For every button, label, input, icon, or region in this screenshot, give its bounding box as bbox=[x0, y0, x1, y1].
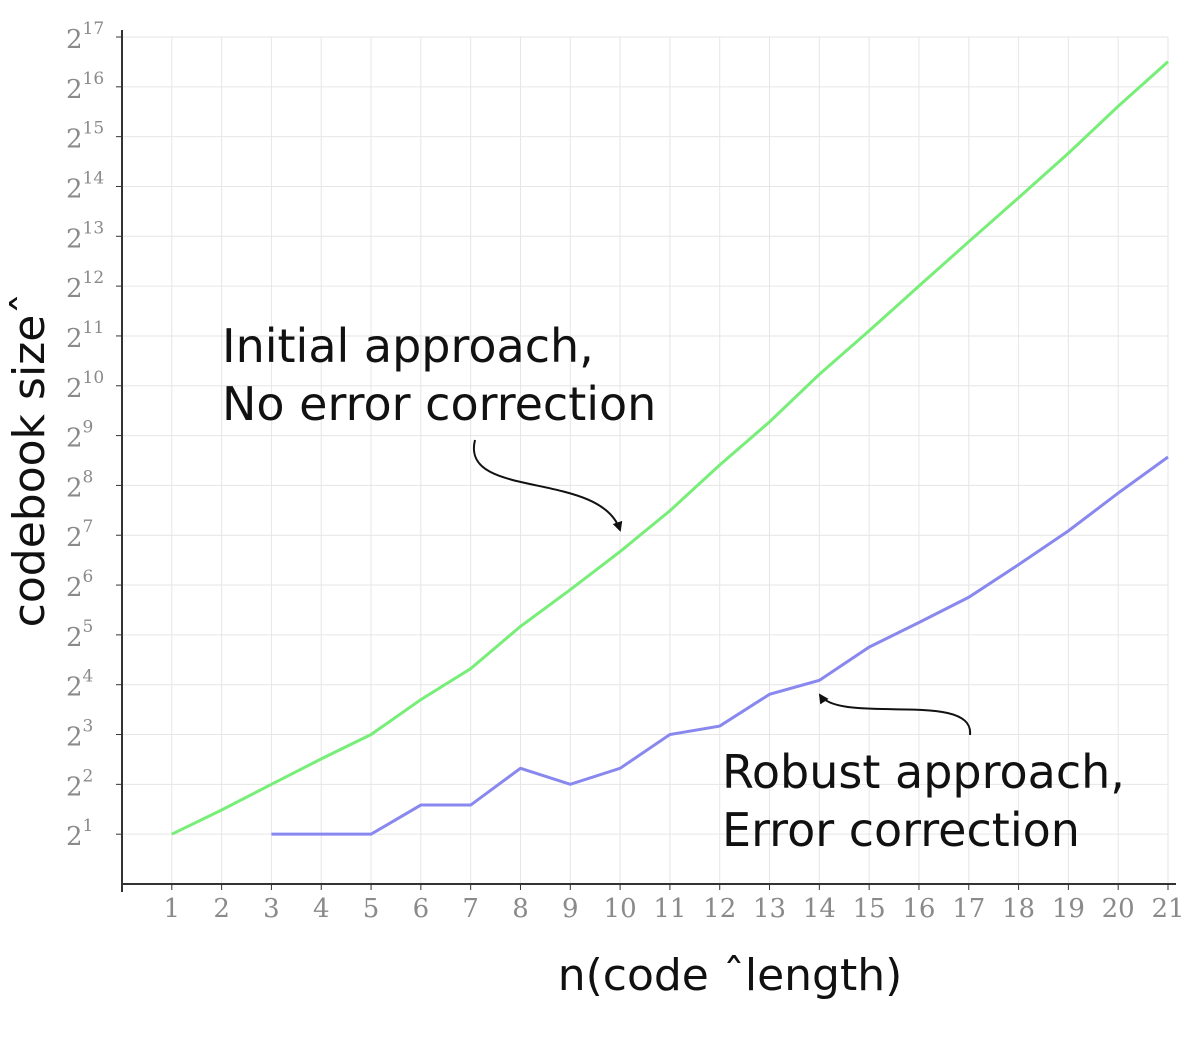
series-line bbox=[271, 455, 1169, 836]
ticks: 1 2 3 4 5 6 7 8 9 10 11 12 13 14 15 16 17 18 19 20 212122232… bbox=[66, 19, 1185, 925]
y-tick-base: 2 bbox=[66, 224, 83, 254]
y-tick-label: 215 bbox=[66, 118, 104, 155]
y-tick-label: 27 bbox=[66, 517, 93, 554]
y-axis-label: codebook sizeˆ bbox=[4, 293, 55, 628]
y-tick-base: 2 bbox=[66, 374, 83, 404]
y-tick-exponent: 10 bbox=[83, 367, 105, 387]
y-tick-exponent: 3 bbox=[83, 716, 94, 736]
series-line bbox=[171, 60, 1170, 836]
x-tick-label: 18 bbox=[1002, 894, 1035, 924]
x-tick-label: 12 bbox=[703, 894, 736, 924]
y-tick-label: 22 bbox=[66, 766, 93, 803]
y-tick-exponent: 13 bbox=[83, 218, 105, 238]
y-tick-exponent: 14 bbox=[83, 168, 105, 188]
x-tick-label: 2 bbox=[213, 894, 230, 924]
y-tick-label: 216 bbox=[66, 68, 104, 105]
y-tick-label: 29 bbox=[66, 417, 93, 454]
annotation-arrow bbox=[472, 439, 623, 532]
y-tick-base: 2 bbox=[66, 274, 83, 304]
x-tick-label: 6 bbox=[413, 894, 430, 924]
x-tick-label: 15 bbox=[853, 894, 886, 924]
x-tick-label: 13 bbox=[753, 894, 786, 924]
y-tick-base: 2 bbox=[66, 324, 83, 354]
grid bbox=[122, 36, 1169, 884]
y-tick-base: 2 bbox=[66, 573, 83, 603]
y-tick-exponent: 5 bbox=[83, 616, 94, 636]
y-tick-label: 217 bbox=[66, 19, 104, 56]
lines bbox=[171, 60, 1170, 836]
y-tick-label: 213 bbox=[66, 218, 104, 255]
y-tick-label: 21 bbox=[66, 816, 93, 853]
annotation: Error correction bbox=[722, 803, 1080, 857]
y-tick-base: 2 bbox=[66, 772, 83, 802]
y-tick-exponent: 4 bbox=[83, 666, 94, 686]
annotation: Robust approach, bbox=[722, 745, 1125, 799]
y-tick-label: 28 bbox=[66, 467, 93, 504]
y-tick-label: 23 bbox=[66, 716, 93, 753]
y-tick-label: 210 bbox=[66, 367, 104, 404]
y-tick-base: 2 bbox=[66, 25, 83, 55]
x-tick-label: 7 bbox=[462, 894, 479, 924]
y-tick-label: 24 bbox=[66, 666, 93, 703]
x-tick-label: 10 bbox=[604, 894, 637, 924]
x-tick-label: 19 bbox=[1052, 894, 1085, 924]
y-tick-exponent: 7 bbox=[83, 517, 94, 537]
x-axis-label: n(code ˆlength) bbox=[558, 950, 903, 1001]
y-tick-exponent: 16 bbox=[83, 68, 105, 88]
x-tick-label: 11 bbox=[653, 894, 686, 924]
x-tick-label: 17 bbox=[952, 894, 985, 924]
y-tick-base: 2 bbox=[66, 125, 83, 155]
y-tick-label: 25 bbox=[66, 616, 93, 653]
x-tick-label: 8 bbox=[512, 894, 529, 924]
annotation-arrow bbox=[818, 693, 972, 736]
y-tick-base: 2 bbox=[66, 673, 83, 703]
y-tick-base: 2 bbox=[66, 424, 83, 454]
x-tick-label: 20 bbox=[1102, 894, 1135, 924]
y-tick-label: 214 bbox=[66, 168, 104, 205]
y-tick-base: 2 bbox=[66, 822, 83, 852]
y-tick-exponent: 9 bbox=[83, 417, 94, 437]
y-tick-base: 2 bbox=[66, 723, 83, 753]
y-tick-base: 2 bbox=[66, 523, 83, 553]
annotation: Initial approach, bbox=[222, 319, 594, 373]
y-tick-exponent: 6 bbox=[83, 567, 94, 587]
x-tick-label: 4 bbox=[313, 894, 330, 924]
y-tick-exponent: 1 bbox=[83, 816, 94, 836]
x-tick-label: 21 bbox=[1151, 894, 1184, 924]
y-tick-exponent: 15 bbox=[83, 118, 105, 138]
y-tick-label: 211 bbox=[66, 317, 104, 354]
y-tick-exponent: 11 bbox=[83, 317, 105, 337]
y-tick-base: 2 bbox=[66, 473, 83, 503]
x-tick-label: 3 bbox=[263, 894, 280, 924]
x-tick-label: 5 bbox=[363, 894, 380, 924]
y-tick-label: 212 bbox=[66, 268, 104, 305]
x-tick-label: 9 bbox=[562, 894, 579, 924]
y-tick-base: 2 bbox=[66, 623, 83, 653]
x-tick-label: 1 bbox=[164, 894, 181, 924]
y-tick-base: 2 bbox=[66, 75, 83, 105]
y-tick-label: 26 bbox=[66, 567, 93, 604]
annotation: No error correction bbox=[222, 377, 656, 431]
y-tick-exponent: 2 bbox=[83, 766, 94, 786]
y-tick-exponent: 8 bbox=[83, 467, 94, 487]
y-tick-exponent: 17 bbox=[83, 19, 105, 39]
x-tick-label: 16 bbox=[902, 894, 935, 924]
y-tick-exponent: 12 bbox=[83, 268, 105, 288]
y-tick-base: 2 bbox=[66, 174, 83, 204]
x-tick-label: 14 bbox=[803, 894, 836, 924]
